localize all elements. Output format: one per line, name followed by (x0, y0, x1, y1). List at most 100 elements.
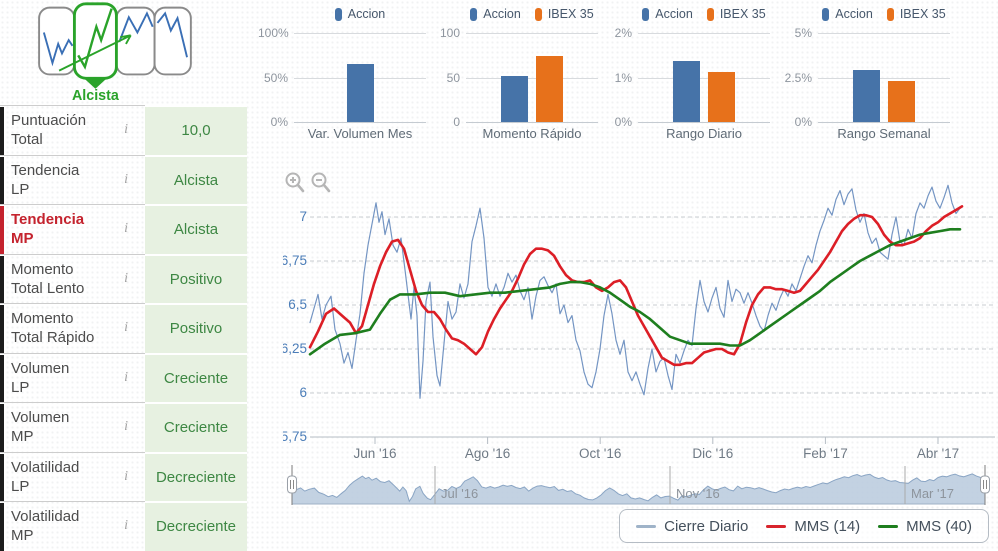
downtrend-icon (42, 32, 74, 67)
legend-item[interactable]: Accion (470, 7, 521, 21)
bar-accion (346, 64, 374, 122)
series-line-cierre-diario (309, 184, 961, 399)
table-row[interactable]: Tendencia LP i Alcista (0, 154, 247, 204)
mini-bar-chart: Accion IBEX 35 2% 1% 0% Rango Diario (602, 0, 787, 145)
legend-item[interactable]: IBEX 35 (886, 7, 946, 21)
info-icon[interactable]: i (124, 270, 128, 286)
table-row[interactable]: Puntuación Total i 10,0 (0, 105, 247, 155)
row-label-line: Puntuación (11, 112, 87, 130)
score-value: Alcista (145, 154, 247, 204)
row-label-line: Total (11, 131, 43, 149)
row-label: Puntuación Total (11, 111, 86, 149)
table-row[interactable]: Tendencia MP i Alcista (0, 204, 247, 254)
table-row[interactable]: Volatilidad LP i Decreciente (0, 451, 247, 501)
navigator-right-handle[interactable] (980, 465, 990, 505)
score-value: Creciente (145, 352, 247, 402)
row-accent-bar (0, 503, 4, 551)
table-row[interactable]: Momento Total Lento i Positivo (0, 253, 247, 303)
row-accent-bar (0, 255, 4, 303)
trend-card-3[interactable] (115, 6, 156, 76)
trend-card-4[interactable] (153, 6, 192, 76)
info-icon[interactable]: i (124, 468, 128, 484)
gridline (638, 33, 770, 34)
info-icon[interactable]: i (124, 518, 128, 534)
row-accent-bar (0, 206, 4, 254)
row-label-line: Tendencia (11, 211, 85, 229)
row-label: Volatilidad LP (11, 458, 79, 496)
zoom-in-icon[interactable] (284, 171, 306, 195)
row-accent-bar (0, 107, 4, 155)
accion-marker-icon (822, 7, 830, 21)
ibex-marker-icon (534, 7, 542, 21)
legend-label: IBEX 35 (547, 7, 594, 21)
legend-item[interactable]: IBEX 35 (534, 7, 594, 21)
legend-item[interactable]: Accion (334, 7, 385, 21)
row-label: Momento Total Rápido (11, 309, 94, 347)
mini-chart-legend: Accion IBEX 35 (638, 7, 770, 21)
info-icon[interactable]: i (124, 369, 128, 385)
bar-accion (853, 70, 880, 122)
x-axis-label: Feb '17 (803, 446, 848, 461)
bar-accion (673, 61, 700, 122)
table-row[interactable]: Volumen LP i Creciente (0, 352, 247, 402)
table-row[interactable]: Momento Total Rápido i Positivo (0, 303, 247, 353)
navigator-left-handle[interactable] (287, 465, 297, 505)
info-icon[interactable]: i (124, 419, 128, 435)
x-axis-label: Ago '16 (465, 446, 510, 461)
trend-card-alcista-selected[interactable] (72, 2, 118, 80)
x-axis-label: Oct '16 (579, 446, 621, 461)
legend-item-mms-40[interactable]: MMS (40) (878, 518, 972, 535)
y-axis-tick: 0% (614, 115, 632, 129)
row-label-line: Momento (11, 260, 74, 278)
navigator-month-label: Mar '17 (911, 486, 954, 501)
row-accent-bar (0, 305, 4, 353)
y-axis-tick: 0% (794, 115, 812, 129)
legend-item-mms-14[interactable]: MMS (14) (766, 518, 860, 535)
row-label-zone: Volatilidad MP i (0, 501, 145, 551)
y-axis-tick: 100 (439, 26, 460, 40)
row-label-line: Total Rápido (11, 329, 95, 347)
mini-bar-chart: Accion IBEX 35 5% 2.5% 0% Rango Semanal (782, 0, 967, 145)
mini-chart-title: Momento Rápido (482, 126, 582, 141)
info-icon[interactable]: i (124, 122, 128, 138)
row-label-line: LP (11, 378, 30, 396)
score-table: Puntuación Total i 10,0 Tendencia LP i Alcista T… (0, 105, 247, 551)
score-value: Positivo (145, 253, 247, 303)
mini-chart-title: Rango Diario (666, 126, 742, 141)
table-row[interactable]: Volumen MP i Creciente (0, 402, 247, 452)
navigator-month-label: Jul '16 (441, 486, 478, 501)
legend-item[interactable]: IBEX 35 (706, 7, 766, 21)
trend-card-1[interactable] (38, 6, 76, 76)
handle-grip[interactable] (287, 475, 297, 494)
y-axis-label: 6 (299, 385, 307, 400)
trend-selected-label: Alcista (72, 88, 120, 104)
gridline (294, 33, 426, 34)
table-row[interactable]: Volatilidad MP i Decreciente (0, 501, 247, 551)
info-icon[interactable]: i (124, 320, 128, 336)
handle-grip[interactable] (980, 475, 990, 494)
y-axis-tick: 50% (263, 70, 288, 85)
trend-selector: Alcista (38, 2, 192, 104)
peak-downtrend-icon (156, 11, 188, 58)
chart-navigator[interactable]: Jul '16 Nov '16 Mar '17 (283, 462, 998, 508)
row-label-line: Tendencia (11, 161, 80, 179)
bar-ibex-35 (536, 56, 563, 122)
legend-item[interactable]: Accion (642, 7, 693, 21)
zoom-out-icon[interactable] (310, 171, 332, 195)
legend-label: IBEX 35 (899, 7, 946, 21)
row-label-zone: Momento Total Lento i (0, 253, 145, 303)
row-label-line: Total Lento (11, 279, 85, 297)
info-icon[interactable]: i (124, 221, 128, 237)
row-label-zone: Tendencia LP i (0, 154, 145, 204)
row-label-zone: Tendencia MP i (0, 204, 145, 254)
row-label-line: Volatilidad (11, 458, 80, 476)
price-chart: 7 6,75 6,5 6,25 6 5,75 Jun '16 Ago '16 Oct '16 Di… (283, 184, 995, 461)
zoom-controls (284, 171, 332, 195)
series-line-mms-40- (308, 228, 962, 356)
row-label-line: MP (11, 428, 34, 446)
info-icon[interactable]: i (124, 171, 128, 187)
score-value: Decreciente (145, 501, 247, 551)
legend-item[interactable]: Accion (822, 7, 873, 21)
score-table-body: Puntuación Total i 10,0 Tendencia LP i Alcista T… (0, 105, 247, 551)
legend-item-cierre-diario[interactable]: Cierre Diario (636, 518, 748, 535)
